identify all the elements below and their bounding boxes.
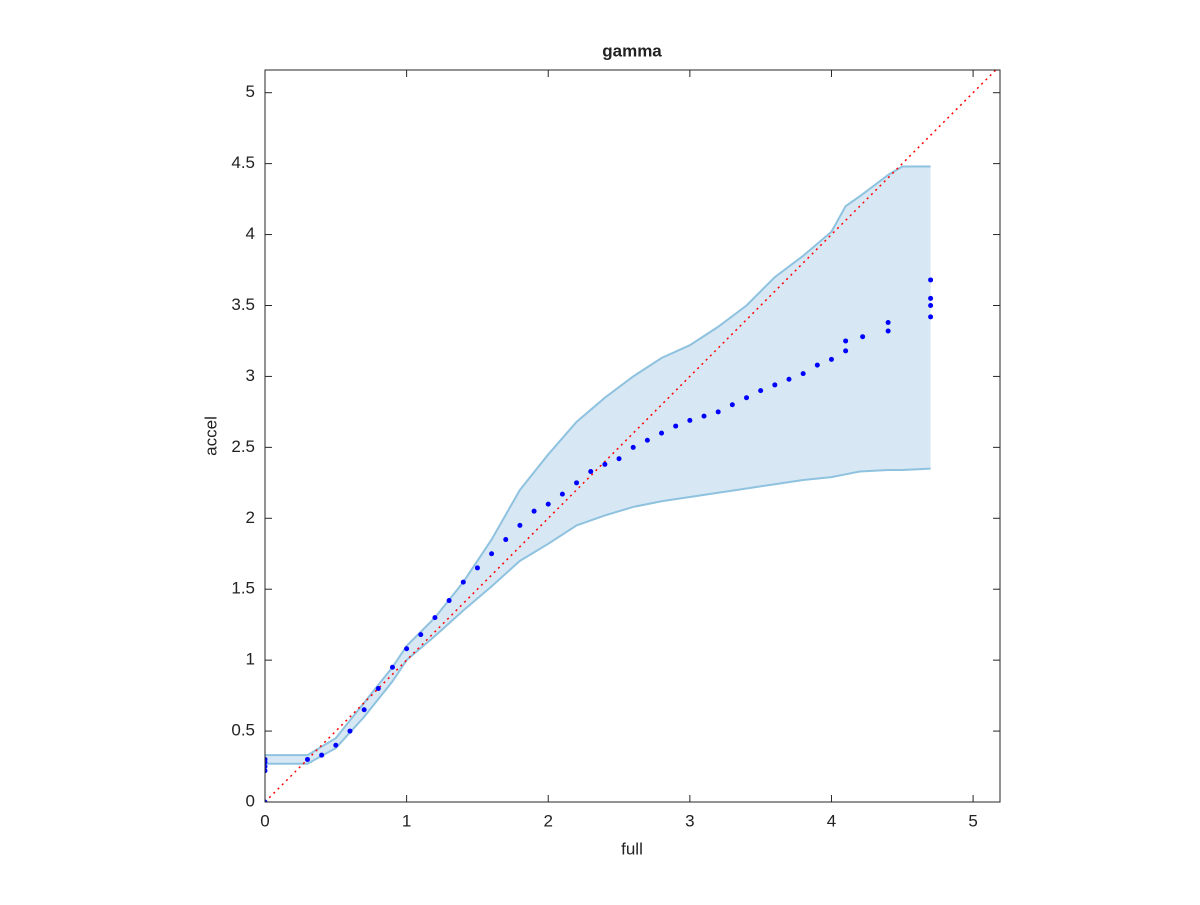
y-tick-label: 0 [246,791,255,810]
point [928,302,934,308]
point [446,598,452,604]
x-axis-label: full [621,839,643,858]
point [375,686,381,692]
axes-box [264,69,1001,803]
point [347,728,353,734]
point [630,444,636,450]
point [432,615,438,621]
band-fill [265,166,931,764]
point [885,320,891,326]
y-tick-label: 1 [246,650,255,669]
point [304,756,310,762]
y-tick-label: 3.5 [231,295,255,314]
point [659,430,665,436]
point [928,295,934,301]
point [531,508,537,514]
chart-title: gamma [602,41,662,60]
point [800,371,806,377]
point [758,388,764,394]
point [772,382,778,388]
point [361,707,367,713]
point [828,356,834,362]
band-lower [265,467,931,765]
point [265,756,268,762]
point [265,799,268,802]
point [460,579,466,585]
point [333,742,339,748]
point [616,456,622,462]
point [885,328,891,334]
y-tick-label: 3 [246,366,255,385]
point [489,551,495,557]
point [503,537,509,543]
point [860,334,866,340]
y-tick-label: 2 [246,508,255,527]
point [843,348,849,354]
point [729,402,735,408]
point [319,752,325,758]
plot-area [265,70,997,802]
x-tick-label: 3 [685,811,694,830]
point [673,423,679,429]
point [701,413,707,419]
point [786,376,792,382]
x-tick-label: 5 [968,811,977,830]
point [474,565,480,571]
y-tick-label: 5 [246,82,255,101]
x-tick-label: 4 [827,811,836,830]
point [559,491,565,497]
y-tick-label: 0.5 [231,721,255,740]
band-upper [265,165,931,757]
point [265,768,268,774]
y-tick-label: 2.5 [231,437,255,456]
point [644,437,650,443]
point [418,632,424,638]
point [928,277,934,283]
point [687,417,693,423]
point [404,646,410,652]
point [744,395,750,401]
point [588,468,594,474]
point [602,461,608,467]
point [843,338,849,344]
y-tick-label: 4 [246,224,255,243]
point [389,664,395,670]
point [545,501,551,507]
point [517,522,523,528]
point [814,362,820,368]
point [265,764,268,770]
point [928,314,934,320]
point [574,480,580,486]
y-axis-label: accel [201,416,220,456]
x-tick-label: 0 [260,811,269,830]
point [715,409,721,415]
y-tick-label: 4.5 [231,153,255,172]
y-tick-label: 1.5 [231,579,255,598]
x-tick-label: 1 [402,811,411,830]
x-tick-label: 2 [544,811,553,830]
